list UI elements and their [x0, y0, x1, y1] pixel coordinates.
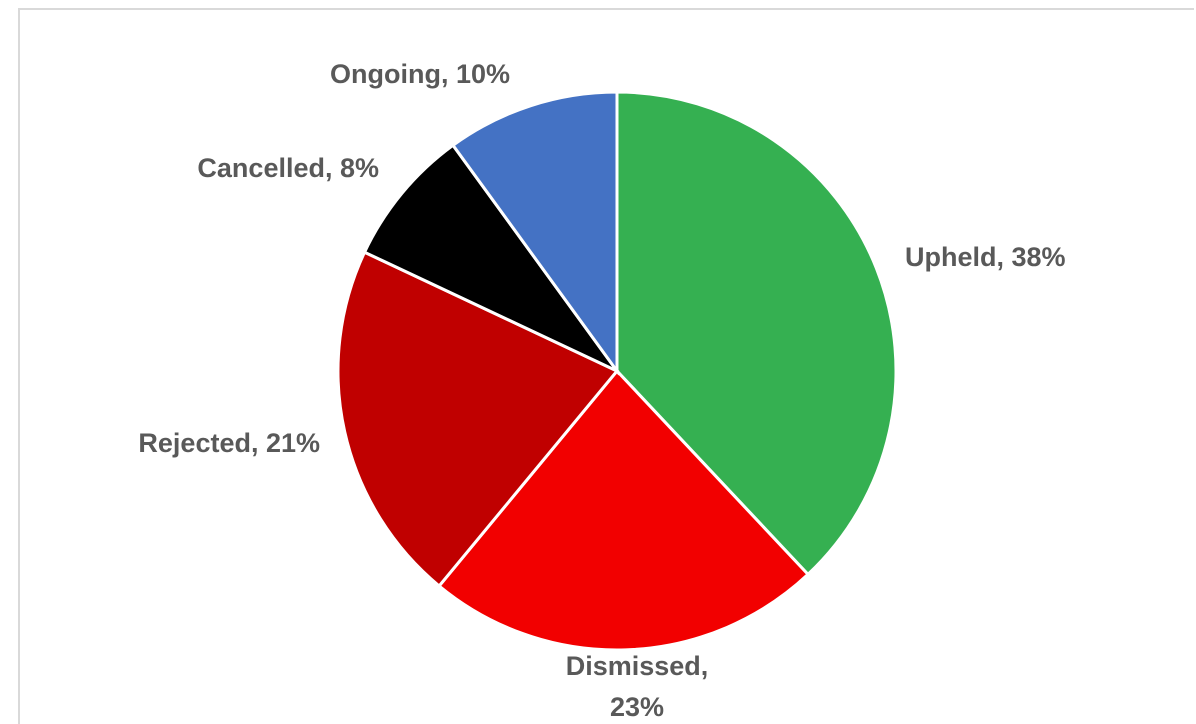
- slice-label-ongoing: Ongoing, 10%: [330, 59, 510, 89]
- slice-label-rejected: Rejected, 21%: [138, 428, 320, 458]
- pie-slices: [336, 90, 898, 652]
- slice-label-dismissed: Dismissed,: [566, 651, 709, 681]
- slice-labels: Upheld, 38% Dismissed, 23% Rejected, 21%…: [138, 59, 1065, 722]
- pie-slice-upheld: [615, 90, 898, 577]
- slice-label-upheld: Upheld, 38%: [905, 242, 1066, 272]
- slice-label-dismissed-pct: 23%: [610, 692, 664, 722]
- pie-slice-dismissed: [437, 368, 811, 652]
- pie-slice-rejected: [336, 250, 620, 589]
- pie-slice-cancelled: [362, 143, 619, 373]
- pie-slice-ongoing: [450, 90, 619, 376]
- slice-label-cancelled: Cancelled, 8%: [197, 153, 379, 183]
